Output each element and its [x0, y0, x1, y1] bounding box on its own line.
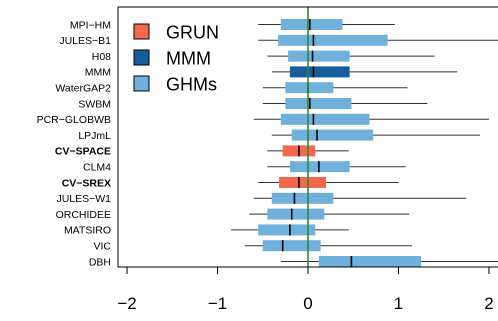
- box-mmm: [289, 66, 350, 78]
- legend-swatch-mmm: [133, 49, 150, 66]
- row-label-h08: H08: [92, 51, 111, 63]
- row-label-swbm: SWBM: [78, 98, 111, 110]
- x-tick-label: 1: [394, 294, 403, 313]
- row-label-clm4: CLM4: [83, 162, 111, 174]
- row-label-mpi-hm: MPI−HM: [70, 19, 111, 31]
- row-label-pcr-globwb: PCR−GLOBWB: [37, 114, 111, 126]
- box-h08: [288, 50, 350, 62]
- row-label-watergap2: WaterGAP2: [55, 83, 111, 95]
- box-watergap2: [285, 82, 334, 94]
- box-clm4: [289, 161, 350, 173]
- box-mpi-hm: [280, 19, 343, 30]
- legend-label-mmm: MMM: [166, 49, 211, 69]
- box-lpjml: [291, 129, 374, 141]
- box-dbh: [318, 256, 422, 267]
- legend: GRUN MMM GHMs: [133, 23, 219, 95]
- row-label-jules-b1: JULES−B1: [59, 35, 111, 47]
- box-swbm: [285, 98, 352, 109]
- box-cv-srex: [279, 177, 327, 188]
- legend-swatch-ghms: [133, 75, 150, 92]
- row-label-orchidee: ORCHIDEE: [56, 209, 111, 221]
- box-matsiro: [258, 224, 316, 236]
- legend-swatch-grun: [133, 23, 150, 40]
- row-label-lpjml: LPJmL: [78, 130, 111, 142]
- row-label-mmm: MMM: [85, 67, 111, 79]
- row-label-matsiro: MATSIRO: [64, 225, 111, 237]
- legend-label-ghms: GHMs: [166, 75, 217, 95]
- row-label-jules-w1: JULES−W1: [56, 193, 111, 205]
- row-label-vic: VIC: [93, 241, 111, 253]
- legend-label-grun: GRUN: [166, 23, 219, 43]
- box-vic: [262, 240, 321, 252]
- box-jules-w1: [271, 192, 334, 204]
- x-tick-label: 0: [303, 294, 312, 313]
- x-tick-label: −1: [208, 294, 227, 313]
- box-jules-b1: [278, 34, 388, 46]
- row-label-cv-space: CV−SPACE: [55, 146, 111, 158]
- box-pcr-globwb: [280, 113, 370, 125]
- x-axis: −2 −1 0 1 2: [117, 267, 494, 313]
- plot-frame: [117, 6, 498, 268]
- row-label-cv-srex: CV−SREX: [62, 177, 111, 189]
- x-tick-label: 2: [484, 294, 493, 313]
- box-orchidee: [267, 208, 325, 220]
- boxes: [258, 19, 422, 267]
- row-labels: MPI−HM JULES−B1 H08 MMM WaterGAP2 SWBM PCR−GLO…: [37, 19, 112, 268]
- x-tick-label: −2: [117, 294, 136, 313]
- row-label-dbh: DBH: [89, 256, 111, 268]
